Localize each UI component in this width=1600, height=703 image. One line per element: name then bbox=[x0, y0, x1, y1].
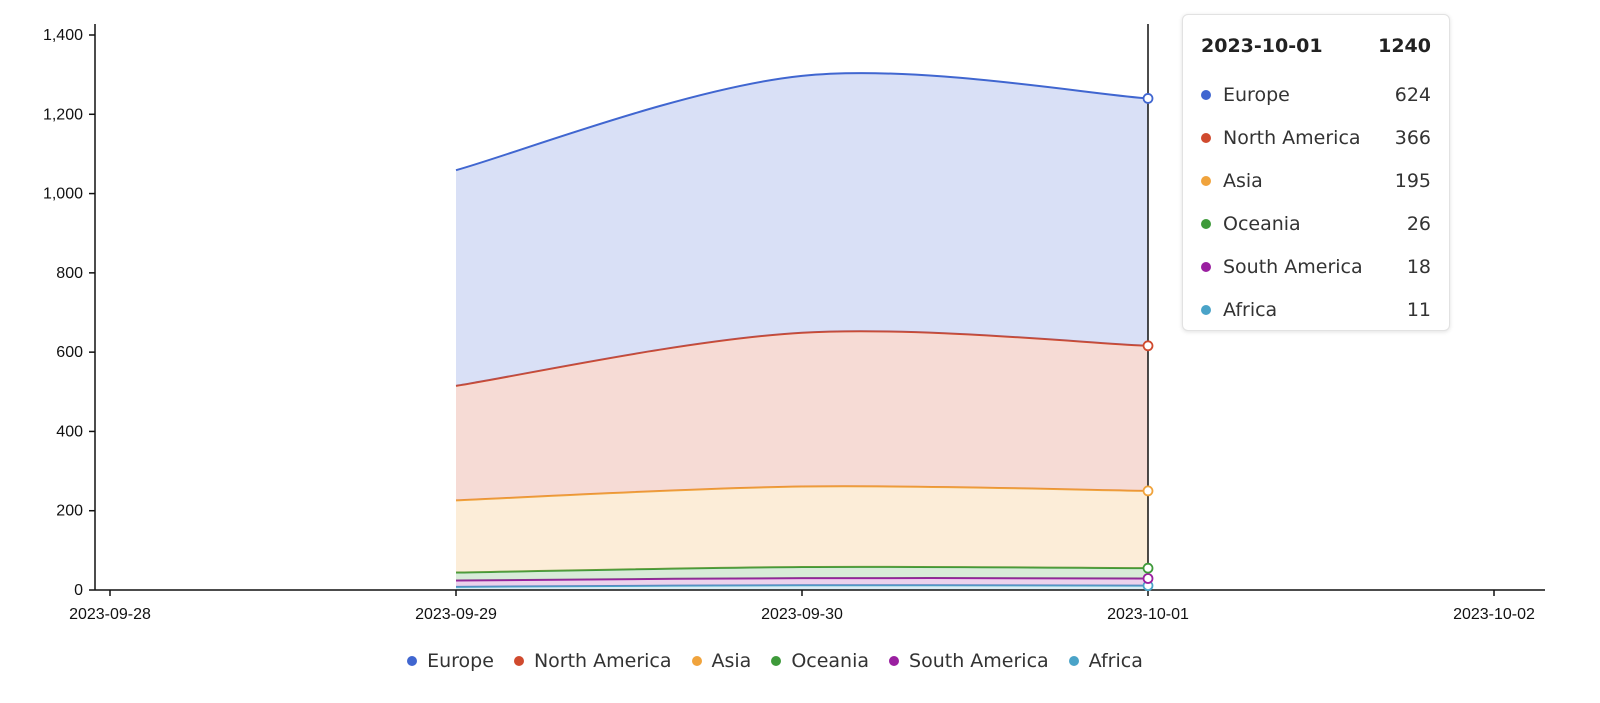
axes-layer: 0 200 400 600 800 1,000 1,200 1,400 2023-09-28 20… bbox=[43, 24, 1545, 623]
legend-dot bbox=[1068, 656, 1079, 666]
legend-label: South America bbox=[909, 650, 1049, 672]
line-north-america bbox=[455, 330, 1149, 387]
tooltip-dot bbox=[1201, 218, 1211, 229]
legend-item-europe[interactable]: Europe bbox=[407, 650, 494, 672]
areas-layer bbox=[455, 72, 1149, 590]
tooltip-series-value: 11 bbox=[1406, 298, 1431, 321]
legend-dot bbox=[771, 656, 782, 666]
legend-item-north-america[interactable]: North America bbox=[513, 650, 672, 672]
line-south-america bbox=[455, 577, 1149, 582]
line-europe bbox=[455, 72, 1149, 172]
area-north-america bbox=[456, 331, 1148, 501]
tooltip-dot bbox=[1201, 89, 1211, 100]
legend-item-africa[interactable]: Africa bbox=[1068, 650, 1143, 672]
tooltip-header: 2023-10-01 1240 bbox=[1201, 31, 1431, 61]
area-europe bbox=[456, 73, 1148, 386]
tooltip-series-name: South America bbox=[1223, 255, 1363, 278]
line-asia bbox=[455, 485, 1149, 502]
x-tick-label: 2023-10-02 bbox=[1453, 606, 1535, 623]
legend-label: Oceania bbox=[791, 650, 870, 672]
tooltip-series-value: 624 bbox=[1394, 83, 1431, 106]
tooltip-dot bbox=[1201, 175, 1211, 186]
legend-item-oceania[interactable]: Oceania bbox=[771, 650, 869, 672]
tooltip-series-value: 195 bbox=[1394, 169, 1431, 192]
tooltip-dot bbox=[1201, 304, 1211, 315]
legend: Europe North America Asia Oceania South Amer… bbox=[0, 646, 1550, 676]
tooltip-row-north-america: North America 366 bbox=[1201, 116, 1431, 159]
tooltip-rows: Europe 624 North America 366 Asia 195 Oceania 2… bbox=[1201, 73, 1431, 331]
area-south-america bbox=[456, 578, 1148, 587]
y-tick-label: 400 bbox=[56, 423, 83, 440]
y-tick-label: 0 bbox=[74, 582, 83, 599]
y-tick-label: 800 bbox=[56, 265, 83, 282]
tooltip-row-oceania: Oceania 26 bbox=[1201, 202, 1431, 245]
tooltip: 2023-10-01 1240 Europe 624 North America 36… bbox=[1182, 14, 1450, 331]
legend-dot bbox=[513, 656, 524, 666]
hover-marker-north-america bbox=[1142, 340, 1154, 352]
tooltip-date: 2023-10-01 bbox=[1201, 35, 1323, 57]
tooltip-series-name: Europe bbox=[1223, 83, 1290, 106]
legend-label: Europe bbox=[427, 650, 494, 672]
tooltip-row-europe: Europe 624 bbox=[1201, 73, 1431, 116]
legend-item-asia[interactable]: Asia bbox=[691, 650, 752, 672]
tooltip-dot bbox=[1201, 261, 1211, 272]
area-asia bbox=[456, 486, 1148, 573]
tooltip-series-name: Asia bbox=[1223, 169, 1263, 192]
y-tick-label: 200 bbox=[56, 503, 83, 520]
y-tick-label: 1,200 bbox=[43, 106, 83, 123]
tooltip-series-name: North America bbox=[1223, 126, 1361, 149]
legend-label: North America bbox=[533, 650, 672, 672]
x-tick-label: 2023-10-01 bbox=[1107, 606, 1189, 623]
tooltip-series-value: 366 bbox=[1394, 126, 1431, 149]
x-tick-label: 2023-09-28 bbox=[69, 606, 151, 623]
tooltip-series-name: Africa bbox=[1223, 298, 1278, 321]
tooltip-row-africa: Africa 11 bbox=[1201, 288, 1431, 331]
y-tick-label: 1,400 bbox=[43, 27, 83, 44]
hover-marker-south-america bbox=[1142, 573, 1154, 584]
hover-marker-asia bbox=[1142, 485, 1154, 497]
legend-label: Asia bbox=[711, 650, 752, 672]
y-tick-label: 600 bbox=[56, 344, 83, 361]
legend-dot bbox=[691, 656, 702, 666]
line-africa bbox=[455, 584, 1149, 588]
hover-layer bbox=[1142, 24, 1154, 592]
x-tick-label: 2023-09-29 bbox=[415, 606, 497, 623]
tooltip-series-value: 26 bbox=[1406, 212, 1431, 235]
legend-item-south-america[interactable]: South America bbox=[889, 650, 1049, 672]
tooltip-series-name: Oceania bbox=[1223, 212, 1301, 235]
tooltip-series-value: 18 bbox=[1406, 255, 1431, 278]
legend-dot bbox=[889, 656, 900, 666]
line-oceania bbox=[455, 565, 1149, 574]
hover-marker-oceania bbox=[1142, 562, 1154, 574]
x-tick-label: 2023-09-30 bbox=[761, 606, 843, 623]
y-tick-label: 1,000 bbox=[43, 186, 83, 203]
tooltip-dot bbox=[1201, 132, 1211, 143]
tooltip-row-asia: Asia 195 bbox=[1201, 159, 1431, 202]
tooltip-total: 1240 bbox=[1378, 35, 1431, 57]
hover-marker-europe bbox=[1142, 93, 1154, 104]
legend-dot bbox=[407, 656, 418, 666]
legend-label: Africa bbox=[1088, 650, 1143, 672]
tooltip-row-south-america: South America 18 bbox=[1201, 245, 1431, 288]
